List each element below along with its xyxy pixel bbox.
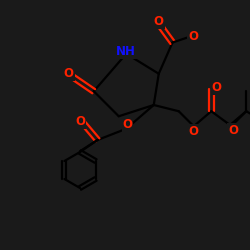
Text: O: O	[122, 118, 132, 131]
Text: O: O	[228, 124, 238, 137]
Text: NH: NH	[116, 45, 136, 58]
Text: O: O	[75, 115, 85, 128]
Text: O: O	[64, 67, 74, 80]
Text: O: O	[188, 30, 198, 43]
Text: O: O	[212, 81, 222, 94]
Text: O: O	[189, 125, 199, 138]
Text: O: O	[154, 15, 164, 28]
